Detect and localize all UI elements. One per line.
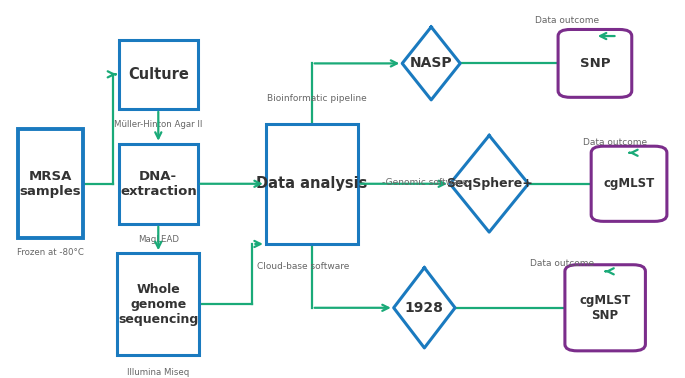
FancyBboxPatch shape bbox=[591, 146, 667, 222]
Text: SeqSphere+: SeqSphere+ bbox=[446, 177, 533, 190]
Text: SNP: SNP bbox=[580, 57, 610, 70]
Text: cgMLST
SNP: cgMLST SNP bbox=[580, 294, 631, 322]
Text: Müller-Hinton Agar II: Müller-Hinton Agar II bbox=[114, 120, 203, 129]
FancyBboxPatch shape bbox=[266, 124, 358, 244]
Polygon shape bbox=[402, 27, 460, 100]
Text: MRSA
samples: MRSA samples bbox=[20, 170, 82, 198]
Text: Illumina Miseq: Illumina Miseq bbox=[127, 368, 190, 377]
Polygon shape bbox=[394, 268, 455, 348]
Text: DNA-
extraction: DNA- extraction bbox=[120, 170, 197, 198]
Text: -Genomic software-: -Genomic software- bbox=[382, 178, 471, 187]
Text: Whole
genome
sequencing: Whole genome sequencing bbox=[119, 283, 199, 325]
FancyBboxPatch shape bbox=[565, 265, 645, 351]
Text: Cloud-base software: Cloud-base software bbox=[258, 262, 349, 271]
Text: MagLEAD: MagLEAD bbox=[138, 235, 179, 244]
Text: cgMLST: cgMLST bbox=[603, 177, 655, 190]
Text: Data outcome: Data outcome bbox=[535, 16, 599, 25]
Polygon shape bbox=[450, 135, 528, 232]
Text: Data outcome: Data outcome bbox=[530, 259, 594, 268]
FancyBboxPatch shape bbox=[18, 129, 83, 239]
Text: Bioinformatic pipeline: Bioinformatic pipeline bbox=[267, 94, 367, 104]
FancyBboxPatch shape bbox=[558, 29, 632, 97]
Text: Data analysis: Data analysis bbox=[256, 176, 367, 191]
FancyBboxPatch shape bbox=[119, 144, 197, 224]
Text: Data outcome: Data outcome bbox=[583, 138, 647, 147]
Text: 1928: 1928 bbox=[405, 301, 444, 315]
Text: NASP: NASP bbox=[410, 56, 453, 70]
FancyBboxPatch shape bbox=[117, 253, 199, 355]
Text: Frozen at -80°C: Frozen at -80°C bbox=[17, 248, 84, 257]
FancyBboxPatch shape bbox=[119, 40, 197, 109]
Text: Culture: Culture bbox=[128, 67, 189, 82]
